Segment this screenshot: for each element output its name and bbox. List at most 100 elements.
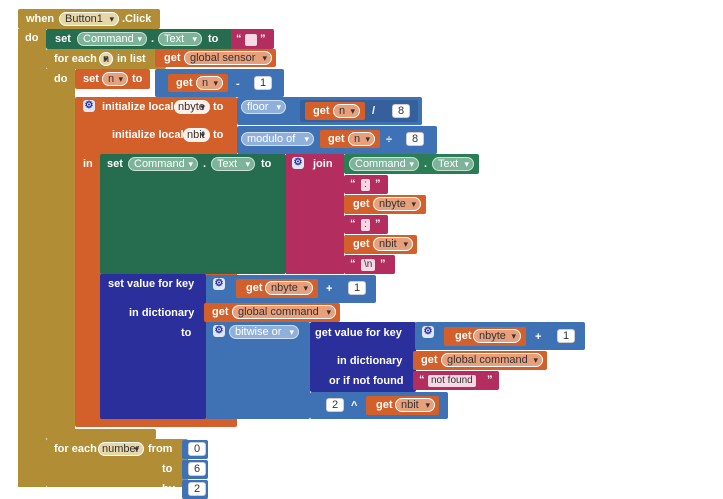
set-join-label: set: [107, 158, 123, 170]
local-nbyte-to: to: [213, 101, 224, 113]
join-nbit-dropdown[interactable]: nbit: [373, 237, 413, 251]
set-value-for-key-block[interactable]: [100, 274, 206, 419]
empty-string-field[interactable]: [245, 34, 257, 46]
set-n-var-dropdown[interactable]: n: [102, 72, 128, 86]
set-label: set: [55, 33, 71, 45]
text-property-dropdown[interactable]: Text: [158, 32, 202, 46]
power-get-label: get: [376, 399, 393, 411]
set-value-label: set value for key: [108, 278, 195, 290]
local-nbit-to: to: [213, 129, 224, 141]
gv-plus-op: +: [535, 331, 542, 343]
from-num-field[interactable]: 0: [188, 442, 207, 456]
join-quote-3: “: [350, 258, 356, 270]
get-value-in-dict-label: in dictionary: [337, 355, 403, 367]
init-local-label: initialize local: [102, 101, 174, 113]
join-get-nbyte-label: get: [353, 198, 370, 210]
nf-quote-close: ”: [487, 374, 493, 386]
local-nbyte-field[interactable]: nbyte: [174, 100, 210, 114]
join-newline-field[interactable]: \n: [361, 259, 376, 271]
join-getter-dot: .: [424, 158, 428, 170]
event-name-label: .Click: [122, 13, 152, 25]
bitwise-gear-icon[interactable]: ⚙: [213, 325, 225, 337]
in-label: in: [83, 158, 93, 170]
command-component-dropdown[interactable]: Command: [77, 32, 147, 46]
gv-dict-get: get: [421, 354, 438, 366]
foreach-number-label: for each: [54, 443, 97, 455]
join-quote-2: “: [350, 218, 356, 230]
init-local-nbit-label: initialize local: [112, 129, 184, 141]
subtract-num-field[interactable]: 1: [254, 76, 273, 90]
modulo-get-n-dropdown[interactable]: n: [348, 132, 375, 146]
modulo-num-field[interactable]: 8: [406, 132, 425, 146]
foreach-label: for each: [54, 53, 97, 65]
foreach-do-label: do: [54, 73, 68, 85]
set-command-join-block[interactable]: [100, 154, 286, 274]
join-quote-1: “: [350, 178, 356, 190]
key-nbyte-dropdown[interactable]: nbyte: [265, 281, 313, 295]
join-dot: .: [203, 158, 207, 170]
modulo-get-label: get: [328, 133, 345, 145]
set-value-dict-get: get: [212, 306, 229, 318]
foreach-var-field[interactable]: n: [99, 52, 113, 66]
join-getter-command-dropdown[interactable]: Command: [349, 157, 419, 171]
in-list-label: in list: [117, 53, 146, 65]
get-value-label: get value for key: [315, 327, 402, 339]
get-n-label: get: [176, 77, 193, 89]
join-text-dropdown[interactable]: Text: [211, 157, 255, 171]
key-plus-num[interactable]: 1: [348, 281, 367, 295]
get-value-for-key-block[interactable]: [310, 322, 416, 392]
do-label: do: [25, 32, 39, 44]
bitwise-or-dropdown[interactable]: bitwise or: [229, 325, 299, 339]
set-value-to-label: to: [181, 327, 192, 339]
foreach-list-bottom: [46, 429, 156, 439]
divide-num-field[interactable]: 8: [392, 104, 411, 118]
gv-dict-dropdown[interactable]: global command: [441, 353, 543, 367]
gv-key-gear-icon[interactable]: ⚙: [422, 326, 434, 338]
floor-dropdown[interactable]: floor: [241, 100, 286, 114]
quote-open: “: [236, 33, 242, 45]
set-value-dict-dropdown[interactable]: global command: [232, 305, 336, 319]
get-value-not-found-label: or if not found: [329, 375, 404, 387]
get-n-dropdown[interactable]: n: [196, 76, 223, 90]
when-label: when: [26, 13, 55, 25]
join-nbyte-dropdown[interactable]: nbyte: [373, 197, 421, 211]
to-label: to: [208, 33, 219, 45]
dot-label: .: [151, 33, 155, 45]
join-quote-2c: ”: [375, 218, 381, 230]
join-to-label: to: [261, 158, 272, 170]
key-plus-op: +: [326, 283, 333, 295]
gv-nbyte-dropdown[interactable]: nbyte: [473, 329, 521, 343]
foreach-from-label: from: [148, 443, 173, 455]
component-dropdown[interactable]: Button1: [59, 12, 119, 26]
get-label: get: [164, 52, 181, 64]
set-n-label: set: [83, 73, 99, 85]
key-add-gear-icon[interactable]: ⚙: [213, 278, 225, 290]
foreach-number-var[interactable]: number: [98, 442, 144, 456]
gear-icon[interactable]: ⚙: [83, 100, 95, 112]
not-found-field[interactable]: not found: [428, 375, 476, 387]
power-nbit-dropdown[interactable]: nbit: [395, 398, 435, 412]
by-num-field[interactable]: 2: [188, 482, 207, 496]
join-command-dropdown[interactable]: Command: [128, 157, 198, 171]
join-quote-3c: ”: [380, 258, 386, 270]
gv-plus-num[interactable]: 1: [557, 329, 576, 343]
quote-close: ”: [260, 33, 266, 45]
local-nbit-field[interactable]: nbit: [183, 128, 210, 142]
modulo-dropdown[interactable]: modulo of: [241, 132, 314, 146]
to-num-field[interactable]: 6: [188, 462, 207, 476]
join-label: join: [313, 158, 333, 170]
join-getter-text-dropdown[interactable]: Text: [432, 157, 474, 171]
modulo-op: ÷: [386, 134, 393, 146]
divide-op: /: [372, 105, 376, 117]
join-colon-1-field[interactable]: :: [361, 179, 370, 191]
key-get-label: get: [246, 282, 263, 294]
join-get-nbit-label: get: [353, 238, 370, 250]
join-gear-icon[interactable]: ⚙: [292, 157, 304, 169]
set-value-in-dict-label: in dictionary: [129, 307, 195, 319]
join-block[interactable]: [286, 154, 344, 274]
power-base-num[interactable]: 2: [326, 398, 345, 412]
floor-get-n-dropdown[interactable]: n: [333, 104, 360, 118]
join-colon-2-field[interactable]: :: [361, 219, 370, 231]
foreach-list-spine: [46, 69, 75, 437]
global-sensor-dropdown[interactable]: global sensor: [184, 51, 272, 65]
